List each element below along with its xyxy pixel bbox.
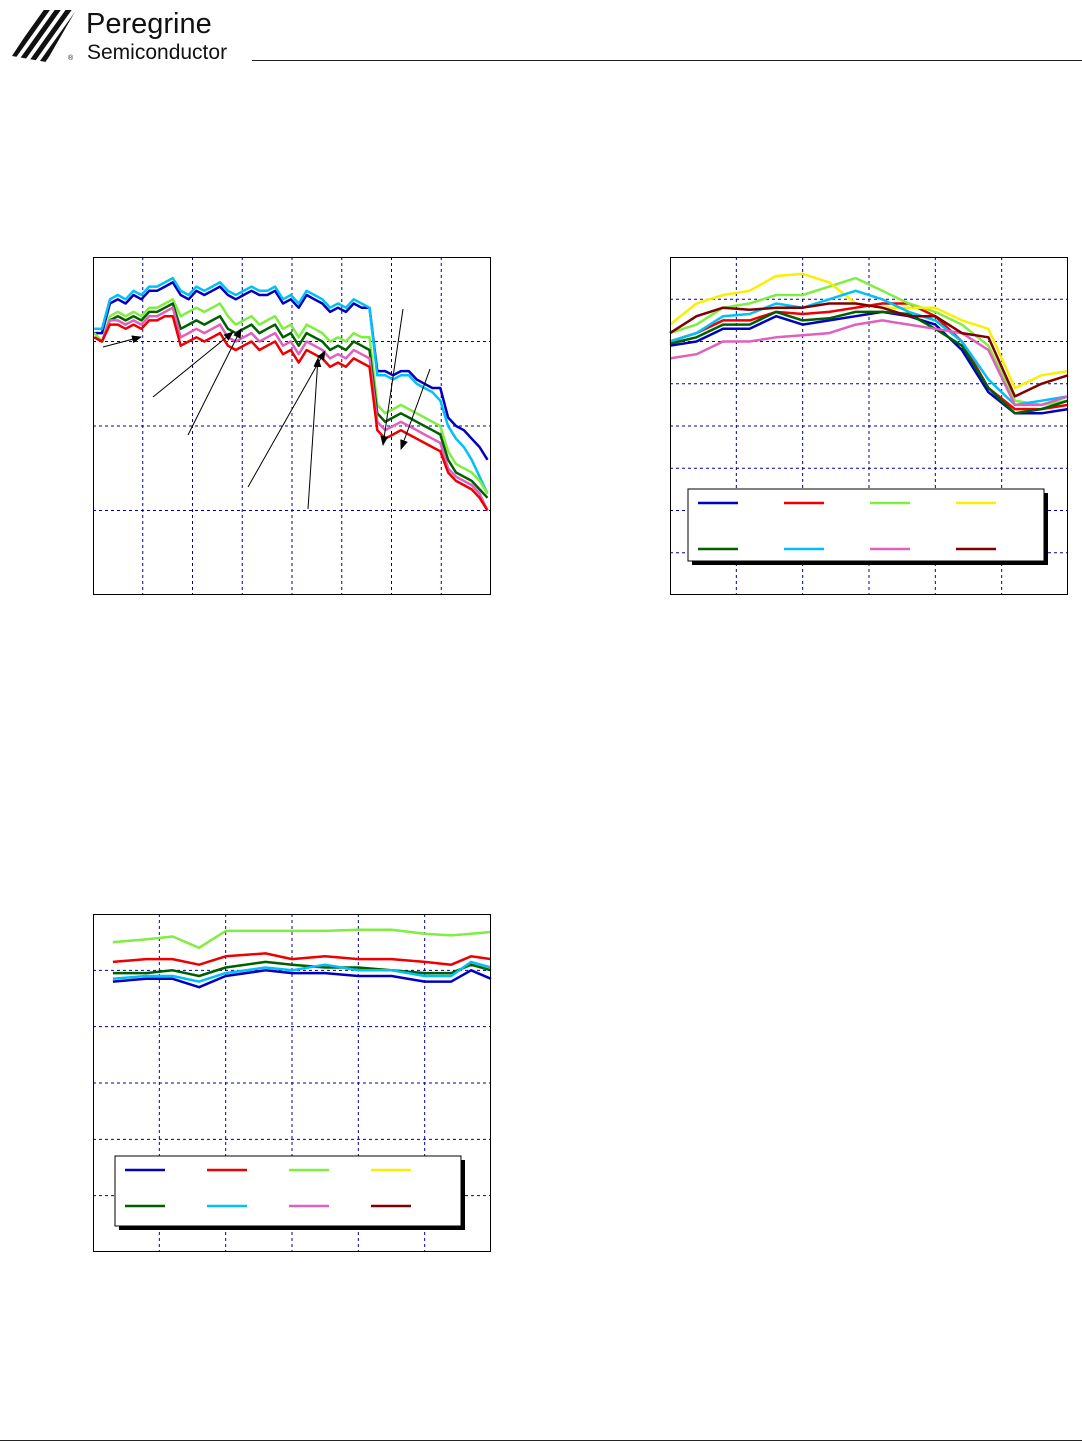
footer-divider [0, 1440, 1082, 1441]
series-line-1 [94, 281, 489, 461]
series-line-1 [112, 969, 492, 989]
peregrine-stripes-logo-icon [12, 10, 76, 62]
series-line-2 [112, 952, 492, 966]
series-line-3 [669, 276, 1069, 407]
registered-mark: ® [68, 55, 74, 62]
header-divider [252, 60, 1082, 61]
series-line-6 [669, 289, 1069, 407]
callout-arrow-5 [380, 308, 404, 446]
callout-arrow-2 [187, 328, 242, 436]
series-line-3 [93, 298, 489, 495]
company-subtitle: Semiconductor [87, 41, 228, 64]
chart-1-svg [93, 257, 491, 595]
series-line-2 [94, 276, 489, 495]
legend-box [114, 1155, 462, 1227]
series-line-5 [669, 310, 1069, 415]
plot-frame [93, 257, 491, 595]
series-line-4 [112, 960, 492, 978]
series-line-7 [669, 319, 1069, 407]
callout-arrow-3 [247, 350, 326, 488]
chart-2-svg [669, 257, 1069, 595]
series-line-1 [669, 310, 1069, 415]
chart-1 [93, 257, 497, 601]
series-line-8 [669, 302, 1069, 398]
series-line-3 [112, 928, 492, 950]
callout-arrow-1 [152, 331, 234, 398]
company-name: Peregrine [86, 8, 212, 40]
callout-arrow-6 [400, 368, 431, 450]
series-line-5 [112, 960, 492, 983]
chart-3 [93, 914, 497, 1258]
callout-arrow-7 [102, 335, 142, 348]
company-logo: ® Peregrine Semiconductor [6, 6, 228, 66]
plot-frame [670, 257, 1068, 595]
series-line-4 [93, 302, 489, 499]
chart-3-svg [93, 914, 492, 1252]
plot-frame [93, 914, 491, 1252]
series-line-5 [93, 306, 489, 512]
series-line-6 [93, 314, 489, 512]
callout-arrow-4 [307, 357, 322, 510]
chart-2 [669, 257, 1074, 601]
